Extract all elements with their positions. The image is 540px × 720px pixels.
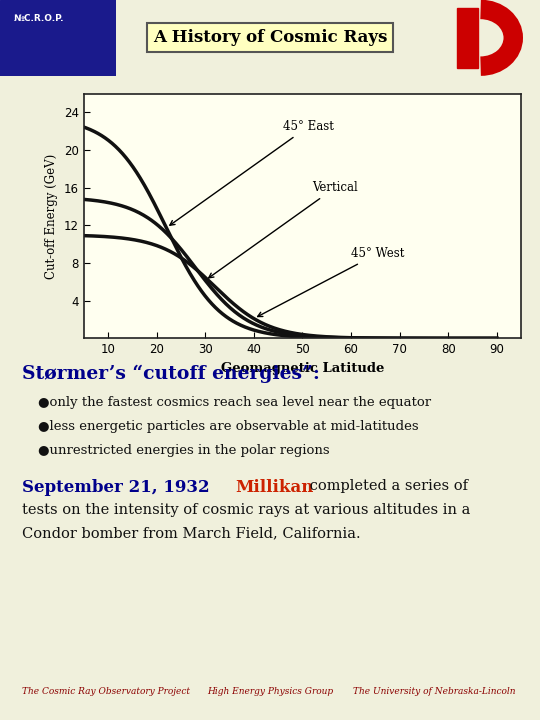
Text: №C.R.O.P.: №C.R.O.P. [14,14,64,22]
Text: completed a series of: completed a series of [305,479,468,492]
Text: The University of Nebraska-Lincoln: The University of Nebraska-Lincoln [353,687,515,696]
Text: ●unrestricted energies in the polar regions: ●unrestricted energies in the polar regi… [38,444,329,456]
Text: The Cosmic Ray Observatory Project: The Cosmic Ray Observatory Project [22,687,190,696]
Bar [457,7,478,68]
Text: Millikan: Millikan [235,479,313,496]
X-axis label: Geomagnetic Latitude: Geomagnetic Latitude [221,362,384,375]
Text: Vertical: Vertical [209,181,358,278]
Text: 45° West: 45° West [258,247,404,317]
Text: A History of Cosmic Rays: A History of Cosmic Rays [153,30,387,46]
Text: ●only the fastest cosmics reach sea level near the equator: ●only the fastest cosmics reach sea leve… [38,396,431,409]
Text: Størmer’s “cutoff energies”:: Størmer’s “cutoff energies”: [22,365,320,383]
Text: September 21, 1932: September 21, 1932 [22,479,215,496]
Text: tests on the intensity of cosmic rays at various altitudes in a: tests on the intensity of cosmic rays at… [22,503,470,516]
Text: ●less energetic particles are observable at mid-latitudes: ●less energetic particles are observable… [38,420,419,433]
Y-axis label: Cut-off Energy (GeV): Cut-off Energy (GeV) [45,153,58,279]
Text: High Energy Physics Group: High Energy Physics Group [207,687,333,696]
Text: Condor bomber from March Field, California.: Condor bomber from March Field, Californ… [22,526,360,540]
Text: 45° East: 45° East [170,120,334,225]
